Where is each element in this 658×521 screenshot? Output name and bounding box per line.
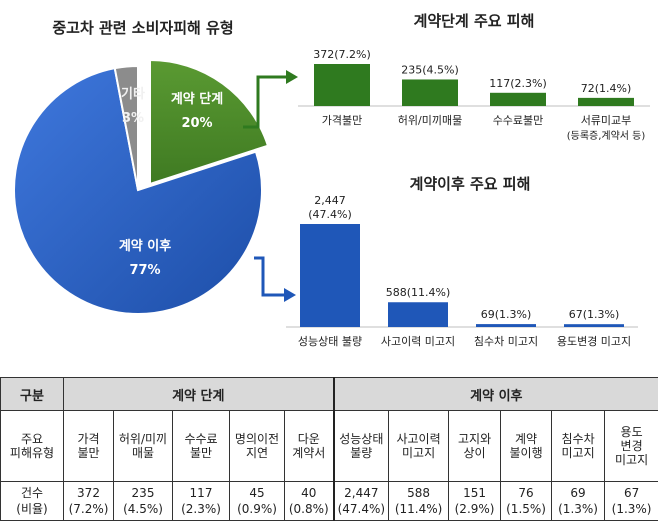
bar-category-label-1: 사고이력 미고지 [381, 335, 455, 348]
bar-data-label-0: (47.4%) [308, 208, 352, 221]
bar-category-label-3: 서류미교부 [581, 114, 632, 127]
bar-category-label-2: 침수차 미고지 [474, 335, 538, 348]
bar-data-label-2: 69(1.3%) [481, 308, 532, 321]
bar-data-label-1: 588(11.4%) [386, 286, 451, 299]
bar-data-label-2: 117(2.3%) [489, 77, 547, 90]
bar-category-label-3: (등록증,계약서 등) [567, 130, 646, 142]
arrow-to-after-contract [254, 258, 286, 295]
bar-3 [578, 98, 634, 106]
pie-value-label-0: 20% [181, 116, 212, 131]
pie-chart: 계약 단계 20% 계약 이후 77% 기타 3% [14, 60, 268, 314]
arrow-head-after-contract [284, 288, 296, 302]
table-category-cell: 명의이전 지연 [230, 411, 285, 482]
bar-3 [564, 324, 624, 327]
charts-area: 중고차 관련 소비자피해 유형 계약 단계 20% 계약 이후 77% 기타 3% 계약단… [0, 0, 658, 377]
table-category-cell: 허위/미끼 매물 [114, 411, 173, 482]
bar-data-label-3: 72(1.4%) [581, 82, 632, 95]
table-count-cell: 40 (0.8%) [285, 482, 334, 521]
bar-2 [476, 324, 536, 327]
pie-label-1: 계약 이후 [119, 238, 171, 254]
bar1-title: 계약단계 주요 피해 [414, 12, 535, 30]
table-col-header: 구분 [1, 378, 64, 411]
table-category-cell: 침수차 미고지 [552, 411, 605, 482]
table-count-cell: 151 (2.9%) [449, 482, 501, 521]
table-count-row: 건수 (비율) 372 (7.2%)235 (4.5%)117 (2.3%)45… [1, 482, 658, 521]
bar-1 [388, 302, 448, 327]
table-category-cell: 고지와 상이 [449, 411, 501, 482]
bar-category-label-0: 가격불만 [322, 114, 362, 127]
pie-value-label-2: 3% [122, 111, 144, 126]
table-count-cell: 588 (11.4%) [389, 482, 449, 521]
bar-category-label-0: 성능상태 불량 [298, 335, 362, 348]
table-header-row: 구분 계약 단계 계약 이후 [1, 378, 658, 411]
bar-category-label-3: 용도변경 미고지 [557, 335, 631, 348]
table-category-cell: 다운 계약서 [285, 411, 334, 482]
table-count-cell: 235 (4.5%) [114, 482, 173, 521]
table-category-cell: 가격 불만 [64, 411, 114, 482]
pie-value-label-1: 77% [129, 263, 160, 278]
table-count-cell: 69 (1.3%) [552, 482, 605, 521]
table-category-cell: 계약 불이행 [501, 411, 552, 482]
table-count-cell: 67 (1.3%) [605, 482, 658, 521]
bar-category-label-1: 허위/미끼매물 [398, 114, 462, 127]
table-category-cell: 수수료 불만 [173, 411, 230, 482]
table-count-cell: 117 (2.3%) [173, 482, 230, 521]
bar-0 [300, 224, 360, 327]
bar-data-label-0: 2,447 [314, 194, 346, 207]
pie-label-0: 계약 단계 [171, 91, 223, 107]
table-category-cell: 사고이력 미고지 [389, 411, 449, 482]
table-row-label-type: 주요 피해유형 [1, 411, 64, 482]
table-category-cell: 성능상태 불량 [334, 411, 389, 482]
arrow-head-contract-stage [286, 70, 298, 84]
bar-data-label-3: 67(1.3%) [569, 308, 620, 321]
pie-title: 중고차 관련 소비자피해 유형 [52, 19, 233, 37]
table-category-cell: 용도 변경 미고지 [605, 411, 658, 482]
table-group-after-contract: 계약 이후 [334, 378, 658, 411]
table-row-label-count: 건수 (비율) [1, 482, 64, 521]
pie-label-2: 기타 [121, 86, 145, 102]
bar-1 [402, 79, 458, 106]
bar-data-label-1: 235(4.5%) [401, 63, 459, 76]
table-count-cell: 76 (1.5%) [501, 482, 552, 521]
table-count-cell: 372 (7.2%) [64, 482, 114, 521]
bar-0 [314, 64, 370, 106]
bar-chart-after-contract: 2,447(47.4%) 성능상태 불량 588(11.4%) 사고이력 미고지 69(… [286, 194, 638, 348]
table-count-cell: 45 (0.9%) [230, 482, 285, 521]
bar-data-label-0: 372(7.2%) [313, 48, 371, 61]
bar-2 [490, 93, 546, 106]
table-group-contract-stage: 계약 단계 [64, 378, 334, 411]
table-count-cell: 2,447 (47.4%) [334, 482, 389, 521]
bar2-title: 계약이후 주요 피해 [410, 175, 531, 193]
bar-category-label-2: 수수료불만 [493, 114, 544, 127]
bar-chart-contract-stage: 372(7.2%) 가격불만 235(4.5%) 허위/미끼매물 117(2.3%) 수수… [298, 48, 650, 142]
